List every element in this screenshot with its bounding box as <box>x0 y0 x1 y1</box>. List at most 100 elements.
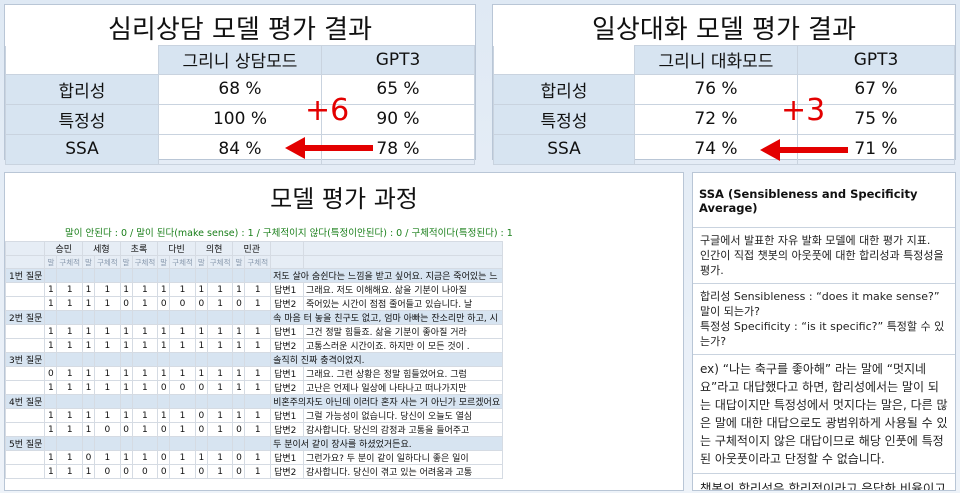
empty-cell <box>56 352 84 367</box>
score-cell: 1 <box>169 450 196 465</box>
empty-cell <box>5 324 46 339</box>
question-label: 1번 질문 <box>5 268 46 283</box>
ssa-summary: 챗봇의 합리성은 합리적이라고 응답한 비율이고 챗봇의 특정성은 특정되었다고… <box>693 473 955 490</box>
score-cell: 1 <box>157 338 171 353</box>
score-cell: 1 <box>157 324 171 339</box>
answer-text: 그래요. 저도 이해해요. 삶을 기분이 나아질 <box>302 282 504 297</box>
score-cell: 1 <box>232 324 246 339</box>
answer-label: 답변1 <box>270 366 304 381</box>
score-cell: 1 <box>169 422 196 437</box>
score-cell: 1 <box>44 282 58 297</box>
sub-header-sense: 말 <box>44 255 58 269</box>
score-cell: 0 <box>194 422 208 437</box>
corner-cell <box>5 255 46 269</box>
row-label: SSA <box>493 133 635 165</box>
score-cell: 0 <box>119 422 133 437</box>
answer-text: 그래요. 그런 상황은 정말 힘들었어요. 그럼 <box>302 366 504 381</box>
empty-cell <box>82 310 95 325</box>
evaluator-name: 민관 <box>232 241 272 256</box>
score-cell: 1 <box>119 450 133 465</box>
score-cell: 0 <box>169 296 196 311</box>
score-cell: 1 <box>131 366 159 381</box>
empty-cell <box>232 352 246 367</box>
score-cell: 0 <box>157 380 171 395</box>
score-cell: 1 <box>93 282 121 297</box>
cell-value: 90 % <box>321 103 475 135</box>
score-cell: 1 <box>82 380 95 395</box>
empty-cell <box>93 436 121 451</box>
empty-cell <box>44 268 58 283</box>
score-cell: 1 <box>82 282 95 297</box>
empty-cell <box>119 394 133 409</box>
question-label: 2번 질문 <box>5 310 46 325</box>
score-cell: 0 <box>157 450 171 465</box>
answer-row: 0 1 1 1 1 1 1 1 1 1 1 1 답변1 그래요. 그런 상황은 정말 힘들었어요. 그럼 <box>5 366 504 381</box>
score-cell: 1 <box>131 324 159 339</box>
empty-cell <box>93 268 121 283</box>
answer-text: 그런가요? 두 분이 같이 일하다니 좋은 일이 <box>302 450 504 465</box>
ssa-intro-line2: 인간이 직접 챗봇의 아웃풋에 대한 합리성과 특정성을 평가. <box>700 249 944 277</box>
question-text: 솔직히 진짜 충격이었지. <box>270 352 504 367</box>
score-cell: 1 <box>157 408 171 423</box>
answer-text: 고통스러운 시간이죠. 하지만 이 모든 것이 . <box>302 338 504 353</box>
score-cell: 1 <box>56 450 84 465</box>
score-cell: 1 <box>232 380 246 395</box>
score-cell: 1 <box>244 422 272 437</box>
score-cell: 1 <box>194 324 208 339</box>
score-cell: 0 <box>194 408 208 423</box>
counseling-arrow-icon <box>285 137 373 159</box>
process-panel: 모델 평가 과정 말이 안된다 : 0 / 말이 된다(make sense) … <box>4 172 684 491</box>
score-cell: 1 <box>119 408 133 423</box>
empty-cell <box>5 282 46 297</box>
score-cell: 1 <box>82 408 95 423</box>
empty-cell <box>194 352 208 367</box>
empty-cell <box>93 394 121 409</box>
score-cell: 1 <box>44 450 58 465</box>
score-cell: 0 <box>194 464 208 479</box>
score-cell: 1 <box>119 282 133 297</box>
score-cell: 0 <box>82 450 95 465</box>
empty-cell <box>93 352 121 367</box>
spacer-cell <box>302 255 504 269</box>
cell-value: 68 % <box>158 73 322 105</box>
empty-cell <box>131 352 159 367</box>
question-row: 2번 질문 속 마음 터 놓을 친구도 없고, 엄마 아빠는 잔소리만 하고, 시 <box>5 310 504 325</box>
score-cell: 1 <box>206 366 234 381</box>
cell-value: 78 % <box>321 133 475 165</box>
empty-cell <box>244 436 272 451</box>
score-cell: 0 <box>157 422 171 437</box>
specificity-definition: 특정성 Specificity : “is it specific?” 특정할 … <box>700 320 945 348</box>
sub-header-specific: 구체적 <box>244 255 272 269</box>
daily-arrow-icon <box>760 139 848 161</box>
col-header-gpt3: GPT3 <box>797 45 955 75</box>
empty-cell <box>194 310 208 325</box>
sub-header-sense: 말 <box>119 255 133 269</box>
answer-label: 답변2 <box>270 422 304 437</box>
score-cell: 1 <box>82 296 95 311</box>
sub-header-specific: 구체적 <box>56 255 84 269</box>
answer-label: 답변1 <box>270 324 304 339</box>
empty-cell <box>131 268 159 283</box>
score-cell: 1 <box>206 324 234 339</box>
score-cell: 0 <box>157 464 171 479</box>
score-cell: 0 <box>44 366 58 381</box>
counseling-result-title: 심리상담 모델 평가 결과 <box>108 15 372 45</box>
empty-cell <box>5 408 46 423</box>
score-cell: 1 <box>206 296 234 311</box>
score-cell: 1 <box>157 366 171 381</box>
score-cell: 1 <box>232 366 246 381</box>
score-cell: 1 <box>169 408 196 423</box>
empty-cell <box>56 268 84 283</box>
score-cell: 1 <box>206 338 234 353</box>
empty-cell <box>93 310 121 325</box>
answer-label: 답변1 <box>270 282 304 297</box>
spacer-cell <box>302 241 504 256</box>
sub-header-specific: 구체적 <box>93 255 121 269</box>
score-cell: 1 <box>93 338 121 353</box>
score-cell: 1 <box>44 380 58 395</box>
empty-cell <box>157 268 171 283</box>
cell-value: 72 % <box>634 103 798 135</box>
daily-result-table: 그리니 대화모드 GPT3 합리성 76 % 67 % 특정성 72 % 75 % SS… <box>493 45 955 165</box>
question-text: 두 분이서 같이 장사를 하셨었거든요. <box>270 436 504 451</box>
score-cell: 1 <box>44 422 58 437</box>
